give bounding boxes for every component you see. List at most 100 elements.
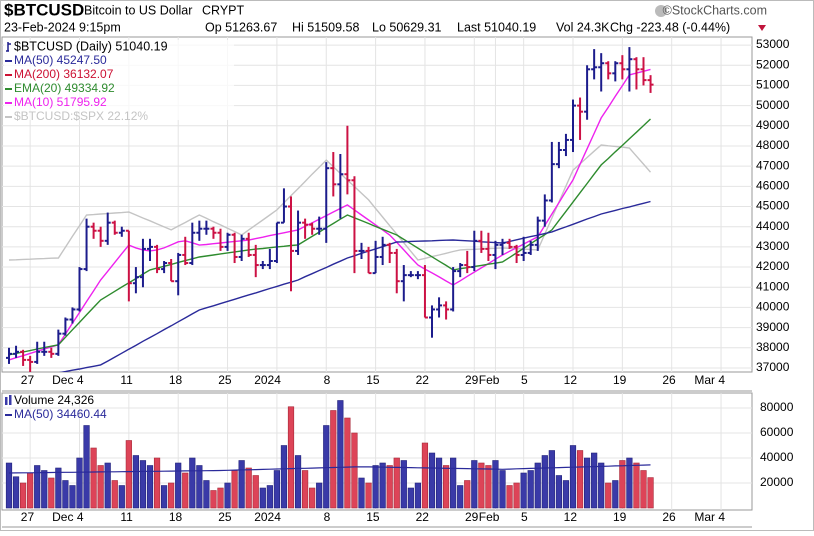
volume-bar bbox=[506, 485, 513, 509]
y-tick-label: 52000 bbox=[756, 57, 790, 71]
volume-bar bbox=[619, 460, 626, 509]
volume-bar bbox=[598, 462, 605, 509]
volume-bar bbox=[161, 485, 168, 509]
volume-bar bbox=[224, 482, 231, 509]
x-tick-label: 11 bbox=[120, 373, 133, 387]
x-tick-label: 26 bbox=[662, 373, 676, 387]
volume-bar bbox=[252, 475, 259, 509]
y-tick-label: 42000 bbox=[756, 259, 790, 273]
legend-label: MA(10) 51795.92 bbox=[14, 95, 107, 109]
volume-bar bbox=[414, 482, 422, 509]
x-tick-label: 5 bbox=[521, 510, 528, 524]
volume-bar bbox=[12, 476, 20, 509]
quote-volume: Vol 24.3K bbox=[556, 20, 610, 34]
volume-bar bbox=[48, 477, 55, 509]
quote-low: Lo 50629.31 bbox=[372, 20, 442, 34]
legend-swatch bbox=[6, 42, 11, 52]
volume-bar bbox=[294, 455, 302, 509]
y-tick-label: 37000 bbox=[756, 360, 790, 374]
volume-bar bbox=[527, 470, 534, 509]
volume-bar bbox=[19, 482, 27, 509]
x-tick-label: 25 bbox=[218, 373, 232, 387]
volume-bar bbox=[407, 487, 414, 509]
x-tick-label: 22 bbox=[416, 510, 430, 524]
legend-label: $BTCUSD (Daily) 51040.19 bbox=[14, 39, 168, 53]
volume-bar bbox=[330, 410, 337, 509]
volume-bar bbox=[569, 445, 577, 509]
volume-bar bbox=[189, 457, 196, 509]
volume-bar bbox=[309, 487, 316, 509]
volume-bar bbox=[450, 457, 457, 509]
x-tick-label: Dec 4 bbox=[52, 373, 84, 387]
volume-bar bbox=[471, 460, 478, 509]
x-tick-label: 11 bbox=[120, 510, 133, 524]
indicator-line bbox=[58, 200, 651, 372]
volume-bar bbox=[301, 470, 309, 509]
y-tick-label: 44000 bbox=[756, 219, 790, 233]
x-tick-label: 27 bbox=[21, 373, 35, 387]
volume-bar bbox=[421, 442, 429, 509]
volume-bar bbox=[435, 457, 443, 509]
volume-bar bbox=[146, 465, 154, 509]
y-tick-label: 38000 bbox=[756, 340, 790, 354]
y-tick-label: 47000 bbox=[756, 158, 790, 172]
volume-bar bbox=[379, 462, 386, 509]
x-tick-label: 18 bbox=[169, 510, 183, 524]
y-tick-label: 46000 bbox=[756, 179, 790, 193]
volume-bar bbox=[372, 465, 379, 509]
x-tick-label: Mar 4 bbox=[694, 373, 725, 387]
volume-bar bbox=[576, 450, 584, 509]
volume-bar bbox=[400, 460, 407, 509]
x-tick-label: 12 bbox=[564, 373, 578, 387]
volume-bar bbox=[104, 462, 111, 509]
volume-bar bbox=[210, 490, 217, 509]
exchange: CRYPT bbox=[202, 3, 245, 17]
volume-ma-line bbox=[8, 464, 651, 474]
volume-bar bbox=[273, 470, 281, 509]
legend-swatch bbox=[5, 397, 8, 405]
legend-label: MA(50) 34460.44 bbox=[14, 407, 107, 421]
y-tick-label: 39000 bbox=[756, 320, 790, 334]
volume-bar bbox=[182, 472, 189, 509]
volume-bar bbox=[153, 457, 161, 509]
change-down-icon bbox=[758, 25, 766, 31]
symbol: $BTCUSD bbox=[4, 0, 84, 19]
volume-bar bbox=[499, 470, 506, 509]
source-icon bbox=[655, 5, 667, 17]
volume-bar bbox=[280, 445, 288, 509]
volume-bar bbox=[365, 482, 372, 509]
quote-change: Chg -223.48 (-0.44%) bbox=[610, 20, 730, 34]
volume-bar bbox=[562, 480, 570, 509]
volume-bar bbox=[626, 457, 633, 509]
x-tick-label: 2024 bbox=[254, 510, 281, 524]
volume-bar bbox=[266, 485, 273, 509]
volume-bar bbox=[111, 480, 118, 509]
y-tick-label: 60000 bbox=[760, 425, 794, 439]
x-tick-label: 19 bbox=[613, 510, 627, 524]
legend-label: $BTCUSD:$SPX 22.12% bbox=[14, 109, 148, 123]
quote-last: Last 51040.19 bbox=[457, 20, 536, 34]
indicator-line bbox=[8, 118, 651, 356]
x-tick-label: 27 bbox=[21, 510, 35, 524]
legend-swatch bbox=[9, 395, 12, 405]
volume-bar bbox=[83, 425, 90, 509]
indicator-line bbox=[8, 68, 651, 361]
x-tick-label: 12 bbox=[564, 510, 578, 524]
x-tick-label: Feb bbox=[479, 373, 500, 387]
volume-bar bbox=[393, 457, 400, 509]
volume-bar bbox=[69, 485, 76, 509]
x-tick-label: 15 bbox=[366, 373, 380, 387]
x-tick-label: 18 bbox=[169, 373, 183, 387]
x-tick-label: 19 bbox=[613, 373, 627, 387]
volume-bar bbox=[125, 440, 132, 509]
volume-bar bbox=[647, 477, 654, 509]
volume-bar bbox=[323, 425, 330, 509]
x-tick-label: 8 bbox=[324, 510, 331, 524]
x-tick-label: Dec 4 bbox=[52, 510, 84, 524]
volume-bar bbox=[457, 485, 464, 509]
y-tick-label: 80000 bbox=[760, 400, 794, 414]
volume-bar bbox=[640, 470, 647, 509]
y-tick-label: 20000 bbox=[760, 475, 794, 489]
volume-bar bbox=[259, 487, 266, 509]
x-tick-label: 26 bbox=[662, 510, 676, 524]
